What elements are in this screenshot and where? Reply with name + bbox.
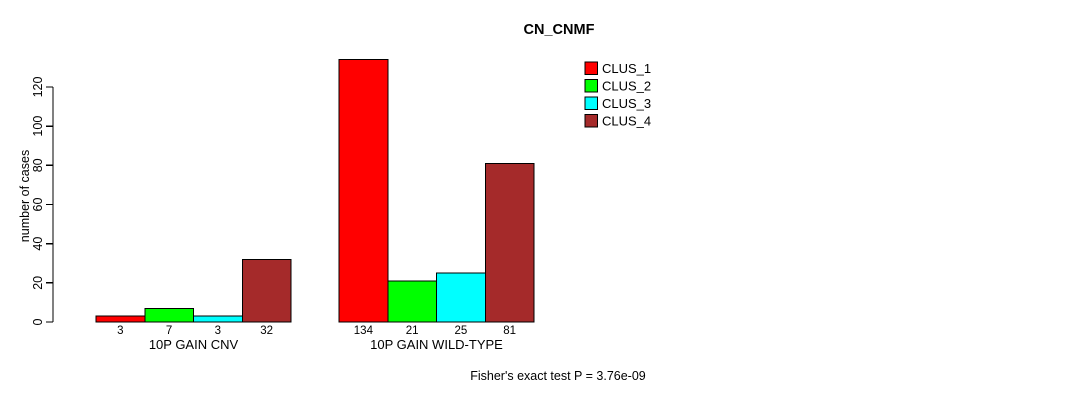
bar-value-label: 134 [354,325,374,337]
bar-clus-4-10p-gain-wild-type [484,162,535,323]
bars-group [95,59,535,323]
bar-clus-2-10p-gain-wild-type [387,280,437,323]
y-tick-label: 20 [31,276,45,290]
bar-clus-1-10p-gain-wild-type [338,59,389,323]
legend-label-clus-4: CLUS_4 [602,114,651,129]
bar-value-label: 7 [166,325,172,337]
bar-clus-3-10p-gain-wild-type [436,272,486,323]
legend-item-clus-4: CLUS_4 [584,114,651,129]
bar-clus-2-10p-gain-cnv [144,307,194,323]
y-tick-label: 100 [31,116,45,137]
chart-title: CN_CNMF [524,22,595,38]
y-tick-label: 40 [31,237,45,251]
bar-value-label: 32 [260,325,273,337]
y-tick-label: 120 [31,77,45,98]
legend-label-clus-2: CLUS_2 [602,79,651,94]
bar-clus-1-10p-gain-cnv [95,315,146,323]
legend-label-clus-1: CLUS_1 [602,61,651,76]
bar-value-label: 25 [454,325,467,337]
bar-value-label: 21 [406,325,419,337]
legend-item-clus-1: CLUS_1 [584,61,651,76]
legend-swatch-clus-4 [584,114,598,128]
y-tick-label: 80 [31,158,45,172]
y-axis: 0 20 40 60 80 100 120 [31,77,54,325]
y-tick-label: 0 [31,318,45,325]
chart-legend: CLUS_1 CLUS_2 CLUS_3 CLUS_4 [584,61,651,129]
bar-clus-3-10p-gain-cnv [193,315,243,323]
bar-clus-4-10p-gain-cnv [241,258,292,323]
legend-item-clus-2: CLUS_2 [584,79,651,94]
legend-swatch-clus-2 [584,79,598,93]
legend-label-clus-3: CLUS_3 [602,96,651,111]
legend-swatch-clus-3 [584,96,598,110]
legend-swatch-clus-1 [584,61,598,75]
bar-value-label: 81 [503,325,516,337]
x-category-label-10p-gain-cnv: 10P GAIN CNV [149,337,239,352]
legend-item-clus-3: CLUS_3 [584,96,651,111]
x-category-label-10p-gain-wild-type: 10P GAIN WILD-TYPE [370,337,503,352]
y-tick-label: 60 [31,198,45,212]
bar-value-label: 3 [117,325,123,337]
fisher-test-annotation: Fisher's exact test P = 3.76e-09 [470,369,646,383]
bar-value-label: 3 [215,325,221,337]
y-axis-label: number of cases [18,150,32,242]
